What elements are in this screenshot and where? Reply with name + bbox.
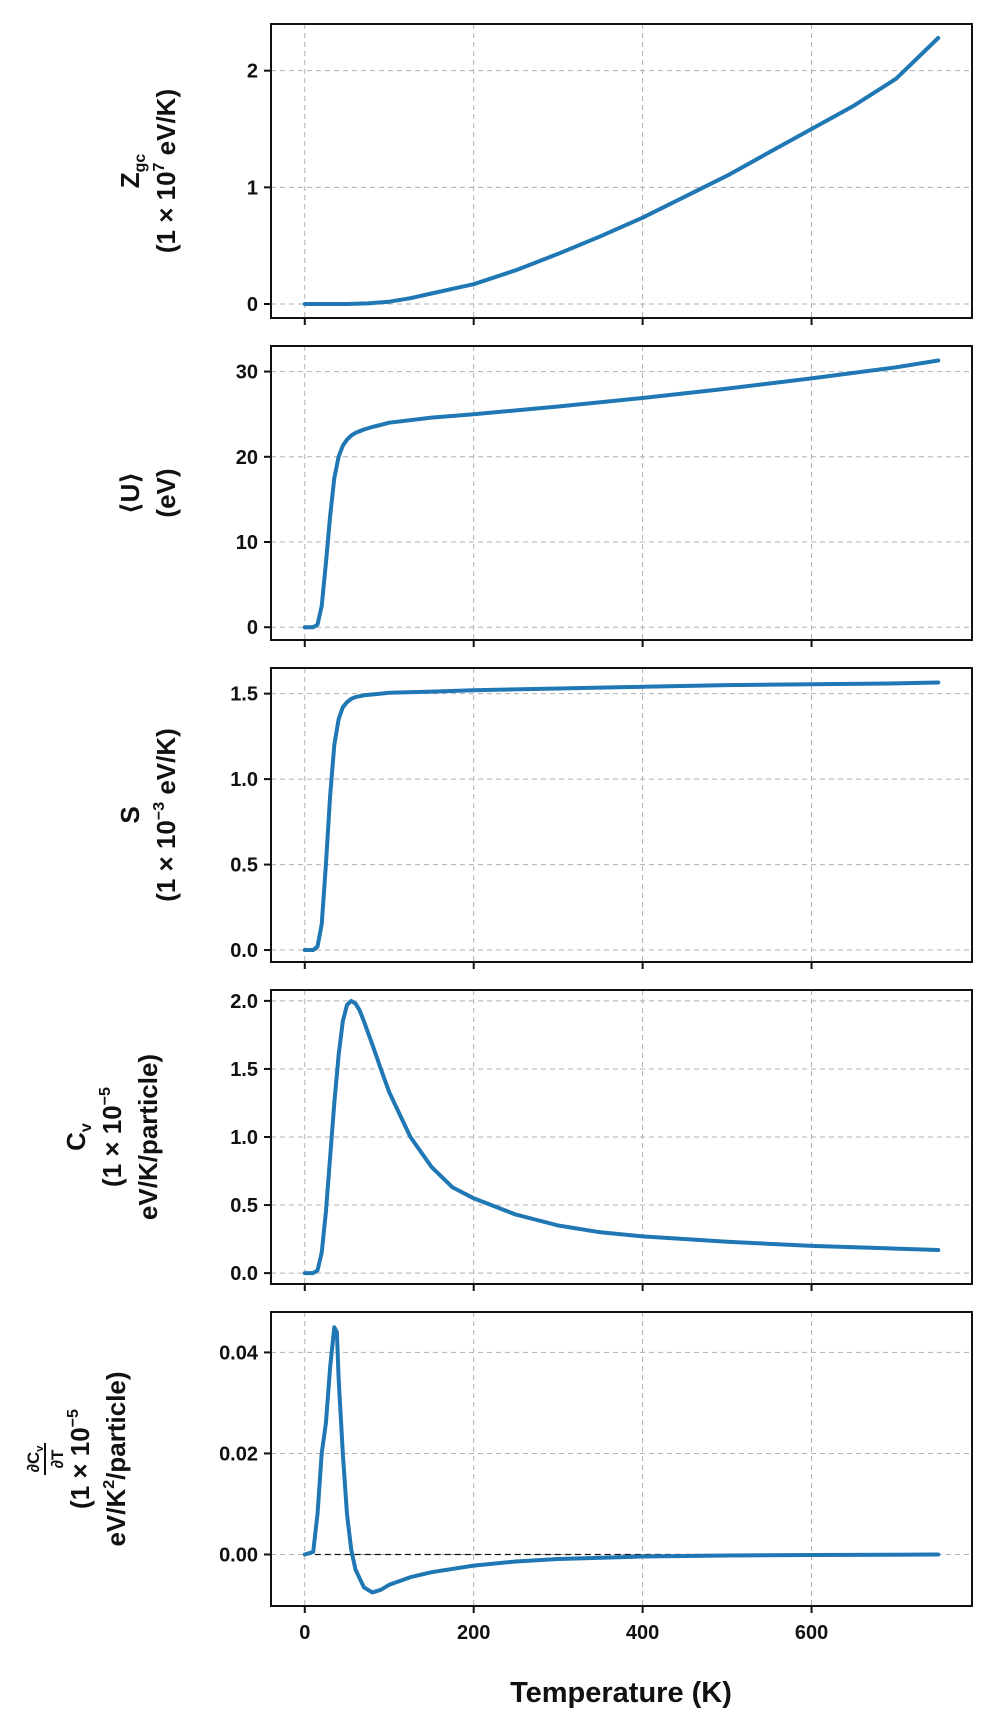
y-tick-label: 10	[236, 532, 258, 554]
y-tick-label: 0.5	[230, 1195, 258, 1217]
label-text: (1 × 10	[97, 1105, 127, 1187]
y-label-line: (eV)	[151, 468, 181, 517]
symbol: S	[115, 806, 145, 823]
series-line	[302, 998, 941, 1276]
y-tick-label: 1.5	[230, 684, 258, 706]
y-axis-label: ∂Cv∂T(1 × 10−5eV/K2/particle)	[24, 1371, 131, 1546]
series-line	[302, 1325, 941, 1595]
y-tick-label: 0.02	[219, 1443, 258, 1465]
plot-frame	[270, 345, 973, 641]
x-tick-label: 400	[626, 1622, 659, 1644]
y-tick-label: 0	[247, 294, 258, 316]
y-tick-label: 1	[247, 177, 258, 199]
panel-1: 0 1 2 Zgc(1 × 107 eV/K)	[115, 23, 973, 325]
y-tick-label: 0.04	[219, 1342, 259, 1364]
symbol: C	[61, 1132, 91, 1151]
y-label-line: S	[115, 806, 145, 823]
series-line	[302, 36, 941, 306]
y-tick-label: 2	[247, 61, 258, 83]
y-label-line: (1 × 107 eV/K)	[151, 89, 181, 253]
plot-frame	[270, 667, 973, 963]
superscript: 2	[101, 1480, 118, 1489]
panel-5: 0.000.020.040 200 400 600∂Cv∂T(1 × 10−5eV/K…	[24, 1311, 973, 1644]
series-line	[302, 680, 941, 952]
y-tick-label: 0	[247, 617, 258, 639]
y-tick-label: 1.0	[230, 1127, 258, 1149]
plot-frame	[270, 23, 973, 319]
superscript: 7	[151, 162, 168, 171]
y-label-line: ⟨U⟩	[115, 472, 145, 515]
superscript: −5	[65, 1409, 82, 1427]
series-line	[302, 358, 941, 630]
superscript: −5	[97, 1087, 114, 1105]
label-text: (1 × 10	[65, 1427, 95, 1509]
y-tick-label: 0.0	[230, 1263, 258, 1285]
x-tick-label: 0	[299, 1622, 310, 1644]
subscript: gc	[132, 154, 149, 173]
y-tick-label: 20	[236, 447, 258, 469]
partial-symbol: ∂C	[24, 1452, 43, 1473]
y-tick-label: 0.0	[230, 940, 258, 962]
y-tick-label: 1.5	[230, 1059, 258, 1081]
label-text: eV/K	[101, 1489, 131, 1547]
y-label-fraction-denominator: ∂T	[48, 1449, 67, 1468]
label-text: /particle)	[101, 1371, 131, 1479]
label-text: eV/K/particle)	[133, 1054, 163, 1220]
symbol: Z	[115, 172, 145, 188]
y-tick-label: 0.00	[219, 1544, 258, 1566]
y-label-line: eV/K/particle)	[133, 1054, 163, 1220]
label-text: (1 × 10	[151, 171, 181, 253]
x-tick-label: 200	[457, 1622, 490, 1644]
label-text: (eV)	[151, 468, 181, 517]
y-label-line: Cv	[61, 1123, 95, 1151]
x-axis-label: Temperature (K)	[510, 1677, 732, 1709]
y-axis-label: S (1 × 10−3 eV/K)	[115, 728, 181, 902]
label-text: eV/K)	[151, 728, 181, 802]
y-label-line: (1 × 10−5	[97, 1087, 127, 1187]
panel-4: 0.00.51.01.52.0Cv (1 × 10−5 eV/K/particle)	[61, 989, 973, 1291]
y-tick-label: 1.0	[230, 769, 258, 791]
y-tick-label: 2.0	[230, 991, 258, 1013]
y-axis-label: Zgc(1 × 107 eV/K)	[115, 89, 181, 253]
subscript: v	[78, 1123, 95, 1132]
y-axis-label: ⟨U⟩ (eV)	[115, 468, 181, 517]
y-label-line: (1 × 10−5	[65, 1409, 95, 1509]
symbol: ⟨U⟩	[115, 472, 145, 515]
subscript: v	[34, 1445, 46, 1452]
x-tick-label: 600	[795, 1622, 828, 1644]
y-label-line: Zgc	[115, 154, 149, 189]
plot-frame	[270, 1311, 973, 1607]
y-axis-label: Cv (1 × 10−5 eV/K/particle)	[61, 1054, 163, 1220]
label-text: eV/K)	[151, 89, 181, 163]
y-tick-label: 0.5	[230, 855, 258, 877]
y-label-line: (1 × 10−3 eV/K)	[151, 728, 181, 902]
superscript: −3	[151, 802, 168, 820]
panel-3: 0.0 0.5 1.0 1.5 S (1 × 10−3 eV/K)	[115, 667, 973, 969]
y-tick-label: 30	[236, 362, 258, 384]
label-text: (1 × 10	[151, 820, 181, 902]
y-label-fraction-numerator: ∂Cv	[24, 1445, 46, 1473]
panel-2: 0 10 20 30 ⟨U⟩ (eV)	[115, 345, 973, 647]
y-label-line: eV/K2/particle)	[101, 1371, 131, 1546]
